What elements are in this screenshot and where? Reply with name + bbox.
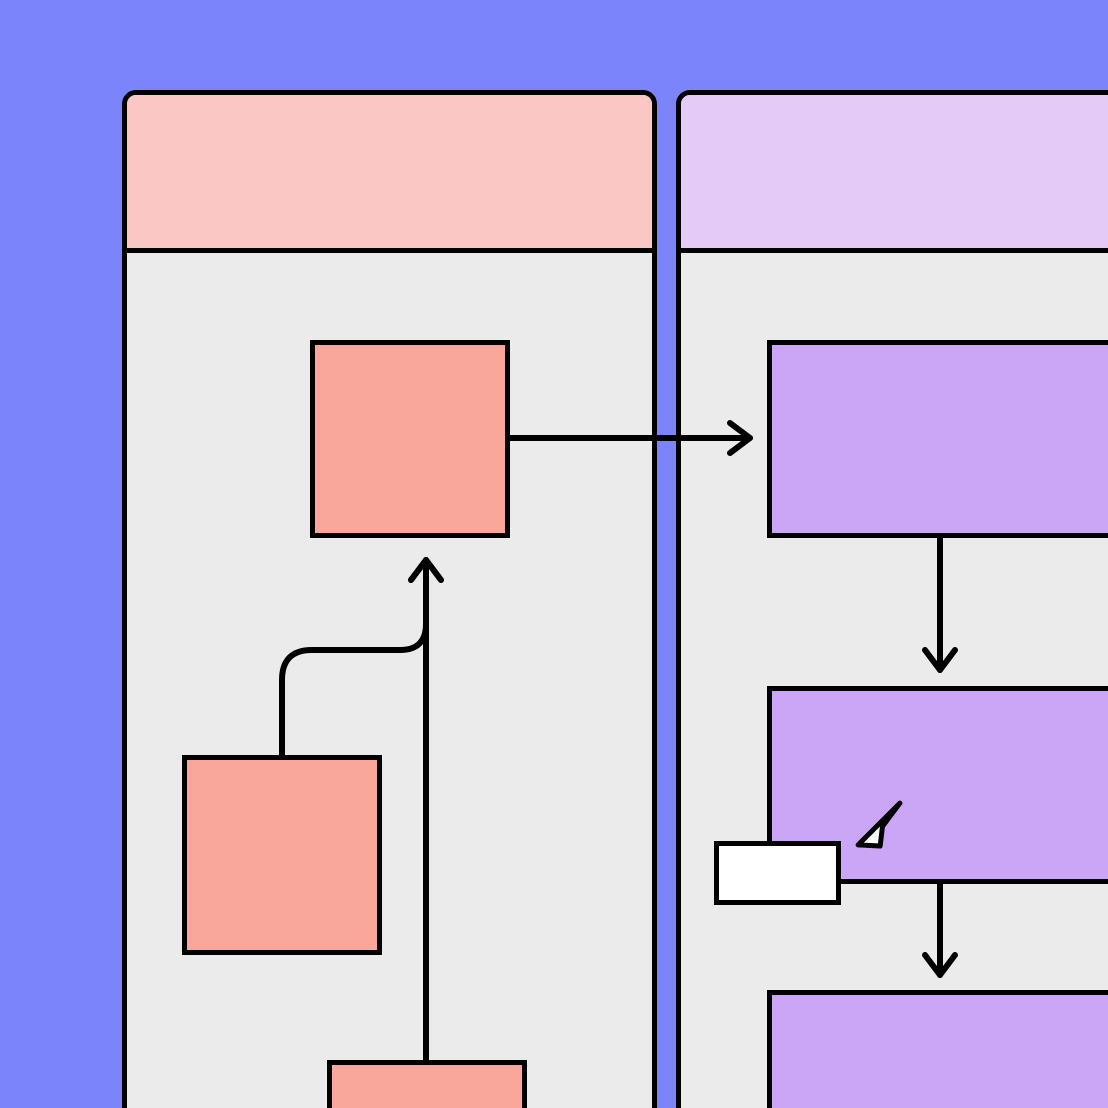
panel-left-header: [127, 95, 652, 253]
node-right-top[interactable]: [767, 340, 1108, 538]
diagram-canvas: [0, 0, 1108, 1108]
cursor-icon: [850, 795, 908, 853]
panel-left: [122, 90, 657, 1108]
node-right-bottom[interactable]: [767, 990, 1108, 1108]
node-left-mid[interactable]: [182, 755, 382, 955]
node-left-top[interactable]: [310, 340, 510, 538]
panel-right: [676, 90, 1108, 1108]
node-tooltip[interactable]: [714, 841, 841, 905]
panel-right-header: [681, 95, 1108, 253]
node-left-bottom[interactable]: [327, 1060, 527, 1108]
